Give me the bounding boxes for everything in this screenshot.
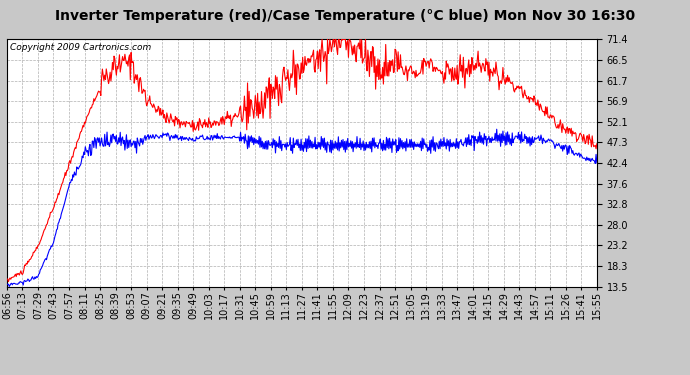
Text: Inverter Temperature (red)/Case Temperature (°C blue) Mon Nov 30 16:30: Inverter Temperature (red)/Case Temperat… bbox=[55, 9, 635, 23]
Text: Copyright 2009 Cartronics.com: Copyright 2009 Cartronics.com bbox=[10, 43, 151, 52]
